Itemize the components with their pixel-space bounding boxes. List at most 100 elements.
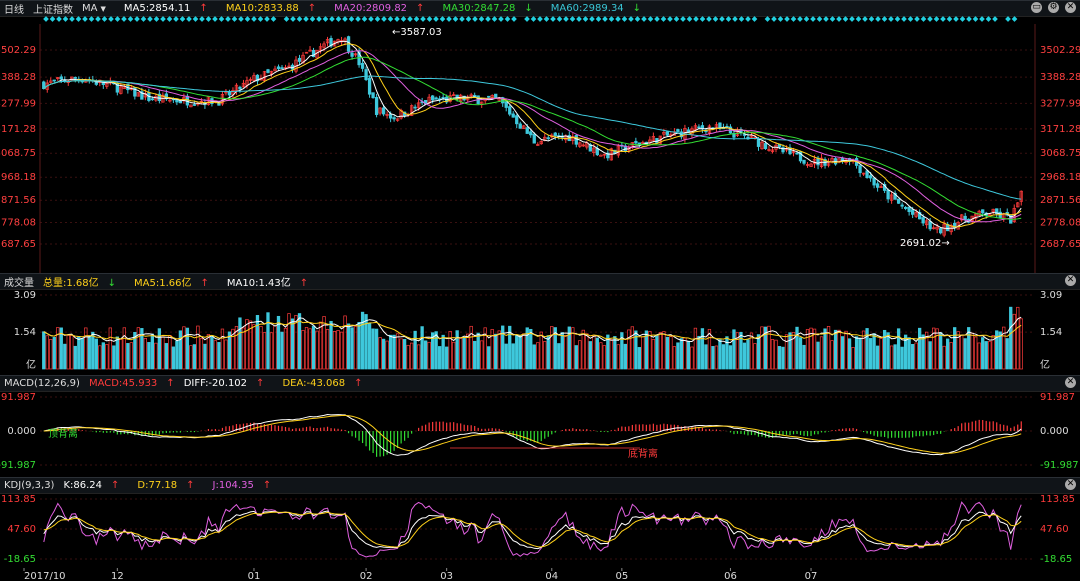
volume-bar [805,329,810,370]
signal-marker [108,16,114,22]
volume-bar [676,342,680,370]
volume-bar [87,335,91,370]
signal-marker [608,16,615,22]
volume-bar [928,341,932,370]
volume-bar [112,345,116,370]
candle-body [546,137,550,140]
period-label[interactable]: 日线 [4,5,24,16]
window-icon[interactable]: ▭ [1031,2,1042,13]
volume-bar [925,331,929,370]
signal-marker [101,16,108,22]
candle-body [329,38,333,47]
volume-bar [791,331,796,370]
candle-body [287,65,291,68]
volume-bar [206,334,211,370]
volume-ma5: MA5:1.66亿 ↑ [134,278,209,289]
volume-bar [73,345,77,370]
volume-bar [903,334,908,370]
signal-marker [62,16,69,22]
signal-marker [420,16,426,22]
volume-bar [711,346,715,370]
y-tick-label: 3.09 [14,290,36,301]
candle-body [360,62,365,69]
volume-bar [80,337,84,370]
volume-bar [196,325,200,370]
candle-body [157,93,162,102]
signal-marker [706,16,712,22]
volume-bar [224,339,228,370]
candle-body [56,77,60,80]
signal-marker [368,16,374,22]
volume-bar [868,338,873,370]
candle-body [879,186,883,188]
candle-body [805,164,810,166]
signal-marker [134,16,140,22]
close-icon[interactable]: ✕ [1065,2,1076,13]
y-tick-label-right: 3068.75 [1040,148,1080,159]
candle-body [409,105,414,116]
volume-bar [981,337,985,370]
volume-bar [1005,338,1009,370]
candle-body [798,151,803,162]
signal-marker [693,16,699,22]
volume-bar [644,330,649,370]
candle-body [791,150,796,154]
volume-bar [998,331,1002,370]
ma30-label: MA30:2847.28 ↓ [442,3,533,14]
volume-bar [269,332,274,370]
indicator-select[interactable]: MA ▼ [82,3,106,14]
ma-line [43,43,1022,228]
volume-bar [101,342,105,370]
close-icon[interactable]: ✕ [1065,377,1076,388]
candle-body [578,142,582,147]
candle-body [963,215,967,221]
candle-body [886,189,890,200]
candle-body [903,206,908,209]
signal-marker [784,16,790,22]
volume-bar [154,342,158,370]
signal-marker [1011,16,1018,22]
close-icon[interactable]: ✕ [1065,275,1076,286]
ma-line [43,56,1022,220]
volume-bar [168,334,172,370]
signal-marker [270,16,277,22]
candle-body [238,86,242,90]
y-tick-label: 3171.28 [0,124,36,135]
settings-icon[interactable]: ⚙ [1048,2,1059,13]
volume-bar [875,345,880,370]
candle-body [367,77,372,95]
volume-bar [423,340,428,370]
candle-body [490,95,494,98]
candle-body [518,123,522,129]
volume-bar [960,334,964,370]
candle-body [868,175,873,179]
y-tick-label: 3388.28 [0,72,36,83]
y-tick-label-right: 3502.29 [1040,45,1080,56]
signal-marker [933,16,940,22]
signal-marker [478,16,485,22]
candle-body [760,141,764,150]
signal-marker [309,16,316,22]
volume-total: 总量:1.68亿 ↓ [43,278,117,289]
candle-body [381,107,386,115]
y-tick-label: -91.987 [0,460,36,471]
volume-bar [248,320,253,370]
candle-body [504,101,508,108]
volume-bar [343,315,347,370]
candle-body [304,51,309,54]
signal-marker [979,16,985,22]
volume-bar [115,336,119,370]
y-tick-label-right: 2968.18 [1040,172,1080,183]
candle-body [865,170,869,178]
signal-marker [381,16,387,22]
signal-marker [264,16,270,22]
volume-bar [402,338,407,370]
signal-marker [56,16,62,22]
signal-marker [43,16,49,22]
close-icon[interactable]: ✕ [1065,479,1076,490]
candle-body [697,126,701,129]
candle-body [875,183,880,188]
candle-body [220,94,225,105]
volume-bar [967,327,971,370]
signal-marker [342,16,348,22]
